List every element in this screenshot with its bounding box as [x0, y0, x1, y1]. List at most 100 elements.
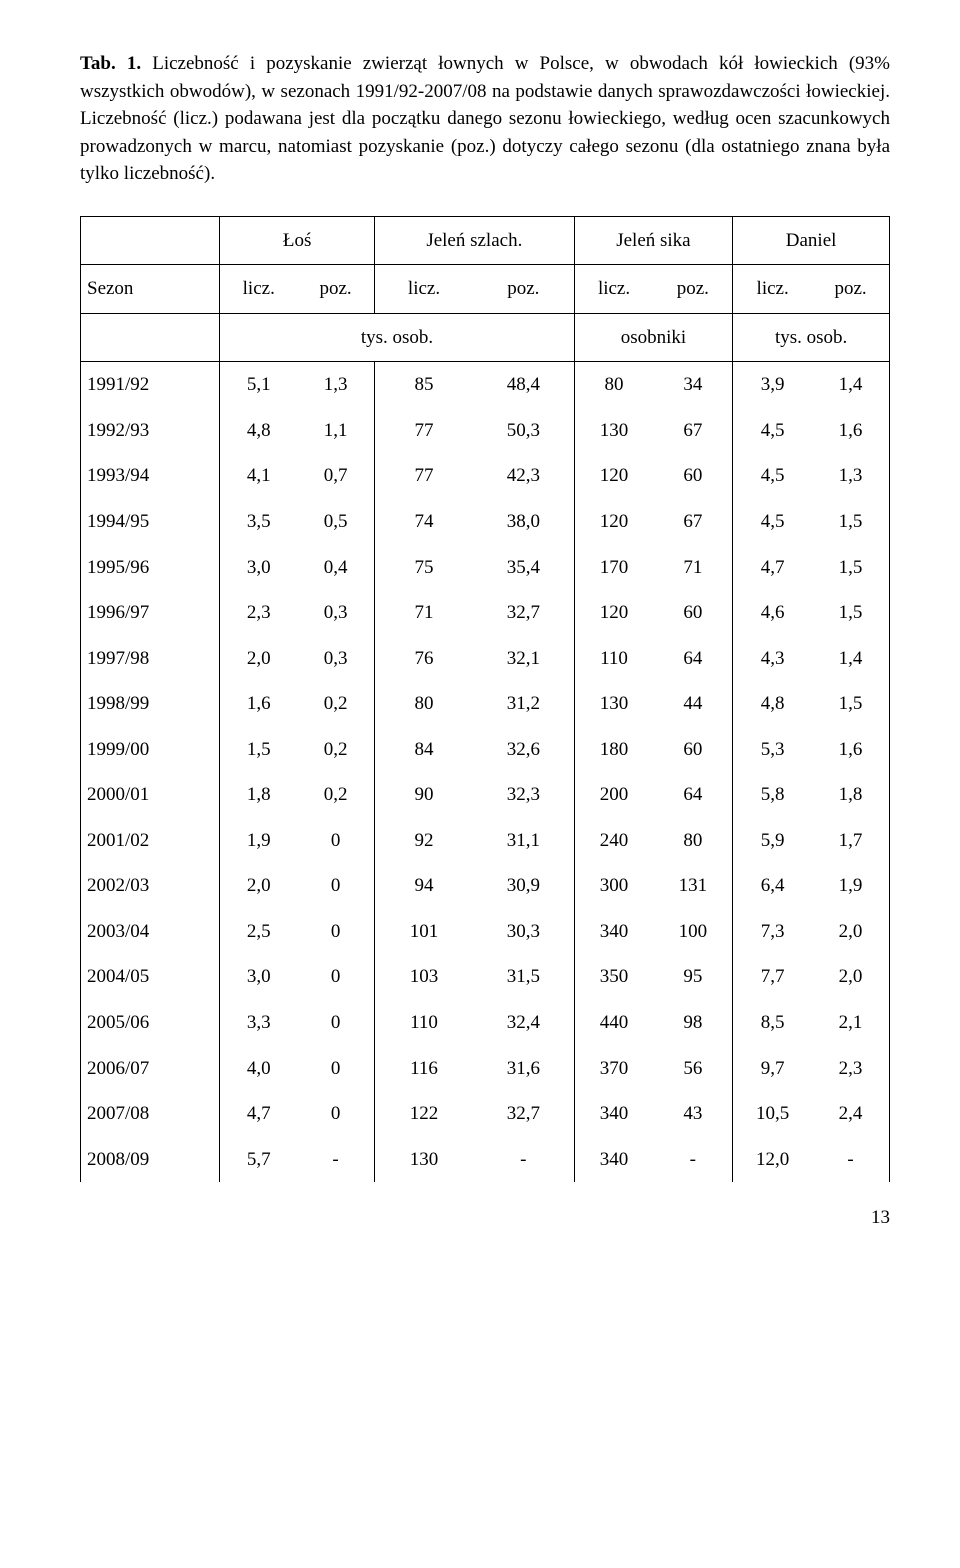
table-row: 2004/053,0010331,5350957,72,0 — [81, 954, 890, 1000]
cell-value: 43 — [653, 1091, 732, 1137]
cell-value: 340 — [574, 909, 653, 955]
cell-value: 0,3 — [297, 590, 374, 636]
col-licz: licz. — [574, 265, 653, 314]
cell-value: 5,8 — [733, 772, 812, 818]
cell-value: 4,5 — [733, 408, 812, 454]
cell-value: 4,8 — [220, 408, 297, 454]
cell-value: 2,0 — [812, 909, 889, 955]
cell-value: 1,8 — [220, 772, 297, 818]
cell-value: 122 — [375, 1091, 474, 1137]
cell-value: 4,7 — [733, 545, 812, 591]
cell-value: 120 — [574, 453, 653, 499]
cell-sezon: 1994/95 — [81, 499, 220, 545]
table-row: 2007/084,7012232,73404310,52,4 — [81, 1091, 890, 1137]
cell-value: 1,6 — [812, 408, 889, 454]
cell-value: 80 — [574, 362, 653, 408]
cell-value: 4,1 — [220, 453, 297, 499]
col-poz: poz. — [653, 265, 732, 314]
table-row: 2001/021,909231,1240805,91,7 — [81, 818, 890, 864]
cell-value: 4,0 — [220, 1046, 297, 1092]
cell-value: 2,4 — [812, 1091, 889, 1137]
col-licz: licz. — [220, 265, 297, 314]
cell-value: 12,0 — [733, 1137, 812, 1183]
cell-value: 110 — [375, 1000, 474, 1046]
cell-value: 120 — [574, 590, 653, 636]
cell-value: - — [812, 1137, 889, 1183]
unit-row: tys. osob. osobniki tys. osob. — [81, 313, 890, 362]
cell-value: 340 — [574, 1137, 653, 1183]
cell-value: - — [297, 1137, 374, 1183]
cell-value: 1,3 — [297, 362, 374, 408]
cell-value: 370 — [574, 1046, 653, 1092]
cell-value: 0,3 — [297, 636, 374, 682]
cell-value: 1,5 — [220, 727, 297, 773]
cell-sezon: 2006/07 — [81, 1046, 220, 1092]
cell-value: 95 — [653, 954, 732, 1000]
cell-value: 31,1 — [473, 818, 574, 864]
cell-value: 3,3 — [220, 1000, 297, 1046]
cell-value: 170 — [574, 545, 653, 591]
cell-value: 130 — [574, 681, 653, 727]
cell-value: 130 — [375, 1137, 474, 1183]
cell-value: 4,5 — [733, 453, 812, 499]
cell-value: 1,5 — [812, 545, 889, 591]
table-row: 1994/953,50,57438,0120674,51,5 — [81, 499, 890, 545]
cell-sezon: 2001/02 — [81, 818, 220, 864]
cell-sezon: 1992/93 — [81, 408, 220, 454]
cell-sezon: 1997/98 — [81, 636, 220, 682]
cell-value: 0,2 — [297, 681, 374, 727]
cell-value: 32,4 — [473, 1000, 574, 1046]
cell-sezon: 1995/96 — [81, 545, 220, 591]
cell-value: 30,3 — [473, 909, 574, 955]
cell-value: 240 — [574, 818, 653, 864]
cell-value: 10,5 — [733, 1091, 812, 1137]
cell-value: 1,5 — [812, 499, 889, 545]
table-body: 1991/925,11,38548,480343,91,41992/934,81… — [81, 362, 890, 1182]
table-caption: Tab. 1. Liczebność i pozyskanie zwierząt… — [80, 50, 890, 188]
cell-value: 100 — [653, 909, 732, 955]
cell-value: 60 — [653, 590, 732, 636]
col-poz: poz. — [297, 265, 374, 314]
cell-value: 2,0 — [220, 863, 297, 909]
cell-value: 60 — [653, 453, 732, 499]
cell-value: 2,3 — [220, 590, 297, 636]
cell-value: 76 — [375, 636, 474, 682]
table-row: 2005/063,3011032,4440988,52,1 — [81, 1000, 890, 1046]
cell-value: 0,4 — [297, 545, 374, 591]
cell-value: 2,5 — [220, 909, 297, 955]
cell-sezon: 1999/00 — [81, 727, 220, 773]
cell-value: 44 — [653, 681, 732, 727]
page-number: 13 — [80, 1204, 890, 1232]
table-row: 1996/972,30,37132,7120604,61,5 — [81, 590, 890, 636]
cell-value: 1,6 — [812, 727, 889, 773]
cell-value: 0,7 — [297, 453, 374, 499]
cell-value: 0 — [297, 909, 374, 955]
cell-value: 1,5 — [812, 681, 889, 727]
cell-value: 1,3 — [812, 453, 889, 499]
cell-value: 180 — [574, 727, 653, 773]
cell-value: 64 — [653, 636, 732, 682]
cell-value: 35,4 — [473, 545, 574, 591]
cell-value: 7,7 — [733, 954, 812, 1000]
cell-value: 34 — [653, 362, 732, 408]
cell-value: 84 — [375, 727, 474, 773]
cell-value: 101 — [375, 909, 474, 955]
cell-value: 1,8 — [812, 772, 889, 818]
cell-value: 0,5 — [297, 499, 374, 545]
cell-value: 5,3 — [733, 727, 812, 773]
cell-sezon: 1993/94 — [81, 453, 220, 499]
cell-value: 90 — [375, 772, 474, 818]
group-jelen-szlach: Jeleń szlach. — [375, 216, 575, 265]
table-row: 2006/074,0011631,6370569,72,3 — [81, 1046, 890, 1092]
cell-value: 32,1 — [473, 636, 574, 682]
cell-sezon: 2008/09 — [81, 1137, 220, 1183]
cell-value: 116 — [375, 1046, 474, 1092]
cell-value: 340 — [574, 1091, 653, 1137]
table-row: 1997/982,00,37632,1110644,31,4 — [81, 636, 890, 682]
cell-value: - — [473, 1137, 574, 1183]
table-row: 2003/042,5010130,33401007,32,0 — [81, 909, 890, 955]
cell-value: 300 — [574, 863, 653, 909]
table-row: 2002/032,009430,93001316,41,9 — [81, 863, 890, 909]
cell-value: 3,0 — [220, 954, 297, 1000]
cell-value: 103 — [375, 954, 474, 1000]
